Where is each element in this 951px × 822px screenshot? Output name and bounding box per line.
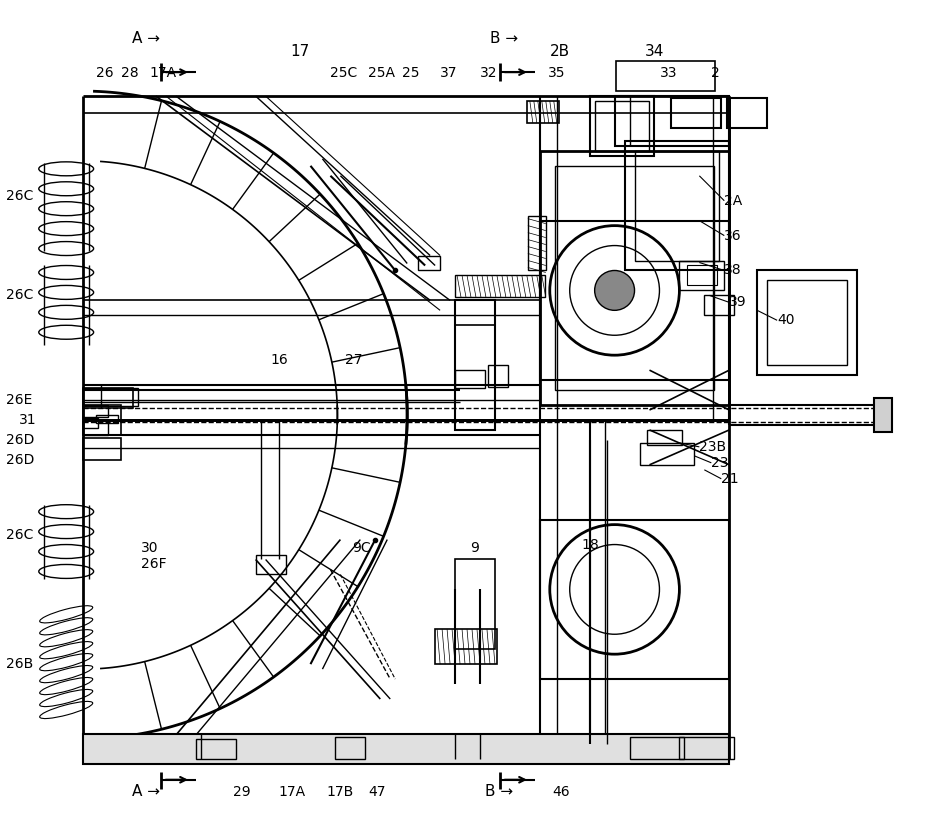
Text: 2B: 2B (550, 44, 570, 58)
Bar (540, 220, 729, 380)
Text: 35: 35 (548, 66, 565, 81)
Bar (456, 326, 495, 420)
Text: 17A: 17A (149, 66, 176, 81)
Bar (456, 275, 545, 298)
Text: 36: 36 (725, 229, 742, 242)
Text: 40: 40 (777, 313, 795, 327)
Text: 39: 39 (729, 295, 747, 309)
Text: 26C: 26C (7, 289, 33, 302)
Circle shape (594, 270, 634, 311)
Text: 31: 31 (19, 413, 37, 427)
Bar (728, 98, 767, 128)
Bar (83, 388, 133, 408)
Text: 2: 2 (711, 66, 720, 81)
Text: 23B: 23B (699, 440, 727, 454)
Text: 25: 25 (402, 66, 419, 81)
Bar (757, 270, 857, 375)
Text: 27: 27 (345, 353, 363, 367)
Bar (528, 215, 546, 270)
Bar (671, 98, 721, 128)
Text: 17A: 17A (279, 785, 305, 799)
Text: 16: 16 (271, 353, 288, 367)
Text: 26C: 26C (7, 528, 33, 542)
Bar (196, 739, 236, 759)
Text: 33: 33 (659, 66, 677, 81)
Bar (488, 365, 508, 387)
Bar (83, 405, 121, 435)
Text: 34: 34 (645, 44, 664, 58)
Text: B →: B → (490, 30, 518, 46)
Bar (540, 151, 729, 405)
Bar (639, 443, 694, 464)
Bar (456, 560, 495, 649)
Text: 26F: 26F (141, 557, 166, 571)
Bar (648, 430, 683, 445)
Text: B →: B → (485, 784, 514, 799)
Text: 26D: 26D (7, 453, 35, 467)
Text: 2A: 2A (725, 194, 743, 208)
Bar (336, 737, 365, 759)
Text: 26E: 26E (7, 393, 32, 407)
Bar (688, 266, 717, 285)
Bar (679, 261, 725, 290)
Text: 26: 26 (96, 66, 114, 81)
Bar (436, 630, 497, 664)
Bar (83, 418, 98, 428)
Text: 37: 37 (440, 66, 457, 81)
Bar (456, 300, 495, 430)
Text: A →: A → (132, 30, 160, 46)
Text: 47: 47 (368, 785, 386, 799)
Text: 26C: 26C (7, 189, 33, 203)
Bar (83, 420, 108, 435)
Text: 9: 9 (470, 541, 479, 555)
Bar (705, 295, 734, 316)
Bar (83, 734, 729, 764)
Text: 17B: 17B (326, 785, 354, 799)
Bar (874, 398, 892, 432)
Text: 26B: 26B (7, 657, 33, 671)
Bar (615, 61, 715, 91)
Text: 29: 29 (233, 785, 250, 799)
Bar (96, 415, 118, 423)
Bar (594, 101, 650, 151)
Bar (456, 370, 485, 388)
Text: 25A: 25A (368, 66, 396, 81)
Bar (527, 101, 559, 123)
Text: 25C: 25C (330, 66, 358, 81)
Text: 38: 38 (725, 264, 742, 278)
Text: 28: 28 (121, 66, 139, 81)
Text: 30: 30 (141, 541, 159, 555)
Bar (630, 737, 685, 759)
Bar (83, 405, 108, 417)
Text: 18: 18 (582, 538, 599, 552)
Bar (590, 96, 654, 156)
Bar (540, 520, 729, 679)
Bar (256, 555, 285, 575)
Bar (83, 438, 121, 459)
Bar (418, 256, 440, 270)
Bar (634, 151, 719, 261)
Text: 26D: 26D (7, 433, 35, 447)
Bar (83, 388, 138, 406)
Bar (554, 166, 714, 390)
Text: 23: 23 (711, 456, 728, 470)
Text: 9C: 9C (353, 541, 371, 555)
Text: 21: 21 (721, 472, 739, 486)
Bar (625, 141, 729, 270)
Text: 17: 17 (291, 44, 310, 58)
Text: 32: 32 (480, 66, 497, 81)
Bar (614, 96, 729, 145)
Bar (679, 737, 734, 759)
Text: A →: A → (132, 784, 160, 799)
Bar (767, 280, 847, 365)
Text: 46: 46 (553, 785, 571, 799)
